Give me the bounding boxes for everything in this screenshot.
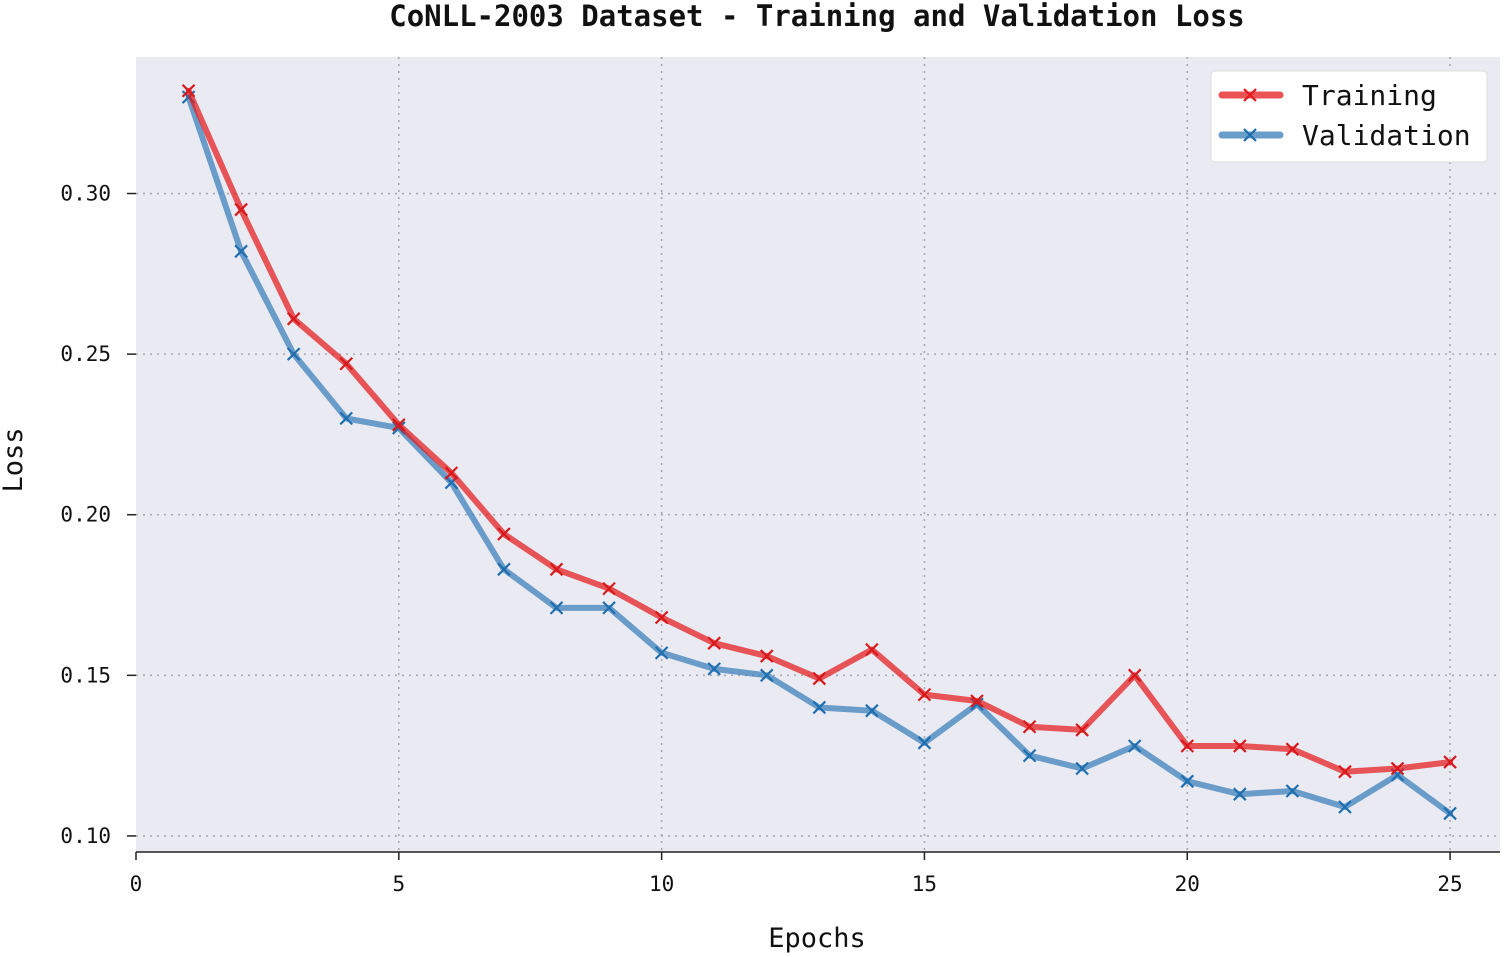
data-point-training — [1390, 761, 1405, 776]
data-point-training — [1180, 739, 1195, 753]
data-point-validation — [1180, 774, 1195, 789]
data-point-validation — [1127, 739, 1142, 753]
x-axis-label: Epochs — [768, 923, 866, 954]
plot-background — [136, 57, 1500, 852]
legend-label-training: Training — [1302, 79, 1437, 112]
data-point-training — [917, 687, 932, 702]
x-tick-label: 0 — [130, 872, 143, 896]
data-point-training — [339, 356, 354, 371]
data-point-validation — [549, 601, 564, 615]
x-tick-label: 20 — [1175, 872, 1200, 896]
legend-label-validation: Validation — [1302, 119, 1471, 152]
data-point-training — [654, 610, 669, 625]
data-point-validation — [1022, 748, 1037, 763]
y-tick-label: 0.20 — [60, 503, 111, 527]
data-point-validation — [1285, 784, 1300, 798]
data-point-validation — [286, 347, 301, 361]
data-point-validation — [1443, 806, 1457, 821]
data-point-training — [1075, 723, 1089, 737]
chart-title: CoNLL-2003 Dataset - Training and Valida… — [389, 0, 1245, 33]
legend: Training Validation — [1210, 70, 1488, 163]
x-tick-label: 5 — [392, 872, 405, 896]
data-point-training — [549, 562, 564, 577]
data-point-training — [602, 581, 616, 596]
data-point-validation — [602, 601, 616, 615]
data-point-training — [1022, 719, 1037, 734]
data-point-training — [392, 418, 406, 432]
data-point-validation — [234, 244, 248, 259]
data-point-training — [444, 466, 459, 480]
data-point-validation — [707, 662, 721, 676]
x-tick-label: 25 — [1437, 872, 1462, 896]
data-point-training — [1233, 739, 1247, 753]
data-point-training — [1443, 755, 1457, 769]
y-ticks: 0.10 0.15 0.20 0.25 0.30 — [60, 182, 136, 848]
data-point-training — [497, 527, 511, 541]
data-point-training — [1338, 764, 1352, 779]
data-point-training — [181, 83, 196, 98]
y-tick-label: 0.30 — [60, 182, 111, 206]
data-point-validation — [339, 411, 354, 426]
data-point-training — [286, 312, 301, 326]
x-tick-label: 10 — [649, 872, 674, 896]
y-axis-label: Loss — [0, 427, 29, 492]
series — [181, 83, 1457, 821]
y-tick-label: 0.10 — [60, 824, 111, 848]
legend-marker-validation — [1243, 128, 1257, 142]
data-point-validation — [1233, 787, 1247, 801]
data-point-validation — [1075, 761, 1089, 776]
data-point-validation — [1338, 800, 1352, 814]
y-tick-label: 0.25 — [60, 342, 111, 366]
y-tick-label: 0.15 — [60, 663, 111, 687]
data-point-validation — [865, 703, 879, 718]
data-point-training — [759, 649, 774, 663]
data-point-validation — [654, 646, 669, 660]
data-point-validation — [917, 736, 932, 750]
data-point-validation — [759, 668, 774, 683]
legend-marker-training — [1243, 88, 1257, 102]
data-point-training — [1127, 668, 1142, 683]
x-ticks: 0 5 10 15 20 25 — [130, 852, 1463, 896]
data-point-training — [865, 642, 879, 657]
x-tick-label: 15 — [912, 872, 937, 896]
data-point-training — [970, 694, 984, 708]
data-point-training — [1285, 742, 1300, 756]
data-point-validation — [497, 562, 511, 577]
data-point-training — [812, 671, 827, 686]
data-point-validation — [812, 700, 827, 715]
data-point-training — [707, 636, 721, 650]
data-point-training — [234, 202, 248, 217]
